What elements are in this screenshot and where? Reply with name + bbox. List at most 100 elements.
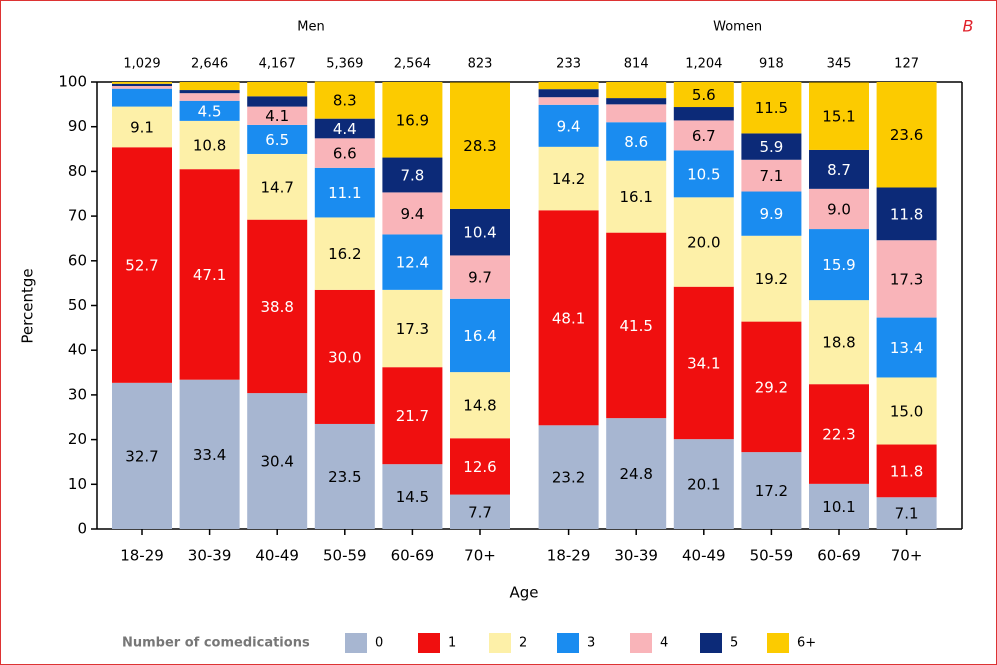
sample-size: 814	[624, 57, 649, 72]
legend-swatch	[630, 633, 652, 653]
bar-segment	[247, 96, 308, 107]
legend-swatch	[557, 633, 579, 653]
bar-segment	[876, 187, 937, 241]
legend-swatch	[700, 633, 722, 653]
value-label: 33.4	[193, 446, 226, 464]
x-tick-label: 18-29	[120, 547, 164, 565]
sample-size: 4,167	[259, 57, 296, 72]
y-tick-label: 100	[58, 73, 87, 91]
y-tick-label: 60	[68, 251, 87, 269]
bar-segment	[741, 452, 802, 529]
bar-segment	[382, 367, 443, 465]
bar-segment	[112, 382, 172, 529]
bar-segment	[673, 82, 734, 108]
value-label: 6.5	[265, 131, 289, 149]
bar-segment	[179, 379, 240, 529]
bar-segment	[382, 464, 443, 529]
legend-label: 1	[448, 636, 456, 651]
legend-label: 3	[587, 636, 595, 651]
bar-segment	[382, 157, 443, 193]
bar-segment	[673, 439, 734, 529]
bar-segment	[450, 372, 510, 439]
legend-label: 2	[519, 636, 527, 651]
bar-segment	[809, 229, 869, 301]
x-tick-label: 30-39	[188, 547, 232, 565]
sample-size: 2,646	[191, 57, 228, 72]
value-label: 9.9	[759, 205, 783, 223]
value-label: 23.6	[890, 126, 923, 144]
bar-segment	[673, 120, 734, 151]
value-label: 19.2	[755, 270, 788, 288]
bar-segment	[809, 483, 869, 529]
x-tick-label: 30-39	[614, 547, 658, 565]
bar-segment	[247, 219, 308, 394]
value-label: 38.8	[260, 298, 293, 316]
bar-segment	[382, 192, 443, 235]
bar-segment	[741, 133, 802, 160]
sample-size: 127	[894, 57, 919, 72]
value-label: 7.1	[895, 505, 919, 523]
value-label: 11.8	[890, 205, 923, 223]
bar-segment	[606, 232, 667, 419]
bar-segment	[179, 100, 240, 121]
sample-size: 1,204	[685, 57, 722, 72]
bar-segment	[538, 82, 599, 90]
value-label: 15.0	[890, 402, 923, 420]
legend-label: 5	[730, 636, 738, 651]
sample-size: 823	[468, 57, 493, 72]
bar-segment	[809, 384, 869, 484]
y-tick-label: 50	[68, 296, 87, 314]
legend-label: 0	[375, 636, 383, 651]
bar-segment	[606, 104, 667, 123]
value-label: 5.6	[692, 86, 716, 104]
bar-segment	[876, 444, 937, 498]
bar-segment	[112, 88, 172, 107]
x-axis-label: Age	[509, 584, 538, 602]
bar-segment	[179, 90, 240, 94]
value-label: 23.2	[552, 469, 585, 487]
bar-segment	[247, 393, 308, 529]
bar-segment	[876, 317, 937, 378]
value-label: 4.5	[198, 102, 222, 120]
sample-size: 918	[759, 57, 784, 72]
y-tick-label: 80	[68, 162, 87, 180]
y-tick-label: 70	[68, 207, 87, 225]
value-label: 28.3	[463, 137, 496, 155]
legend-swatch	[489, 633, 511, 653]
bar-segment	[314, 423, 375, 529]
bar-segment	[741, 235, 802, 322]
value-label: 16.2	[328, 245, 361, 263]
bar-segment	[450, 298, 510, 373]
group-label: Men	[297, 20, 324, 35]
value-label: 9.1	[130, 118, 154, 136]
legend-label: 4	[660, 636, 668, 651]
value-label: 14.5	[396, 488, 429, 506]
bar-segment	[450, 438, 510, 495]
value-label: 10.1	[822, 498, 855, 516]
bar-segment	[247, 106, 308, 125]
value-label: 24.8	[619, 465, 652, 483]
bar-segment	[382, 234, 443, 290]
value-label: 14.8	[463, 397, 496, 415]
x-tick-label: 70+	[464, 547, 496, 565]
value-label: 11.1	[328, 184, 361, 202]
value-label: 12.4	[396, 254, 429, 272]
y-tick-label: 90	[68, 117, 87, 135]
x-tick-label: 40-49	[255, 547, 299, 565]
value-label: 30.4	[260, 453, 293, 471]
bar-segment	[741, 82, 802, 134]
sample-size: 5,369	[326, 57, 363, 72]
bar-segment	[538, 425, 599, 529]
bar-segment	[606, 160, 667, 233]
bar-segment	[247, 153, 308, 220]
y-tick-label: 40	[68, 341, 87, 359]
bar-segment	[673, 286, 734, 440]
bar-segment	[112, 82, 172, 84]
y-axis-label: Percentge	[19, 268, 37, 343]
bar-segment	[179, 82, 240, 91]
y-tick-label: 10	[68, 475, 87, 493]
value-label: 5.9	[759, 138, 783, 156]
bar-segment	[741, 191, 802, 236]
bar-segment	[382, 82, 443, 158]
